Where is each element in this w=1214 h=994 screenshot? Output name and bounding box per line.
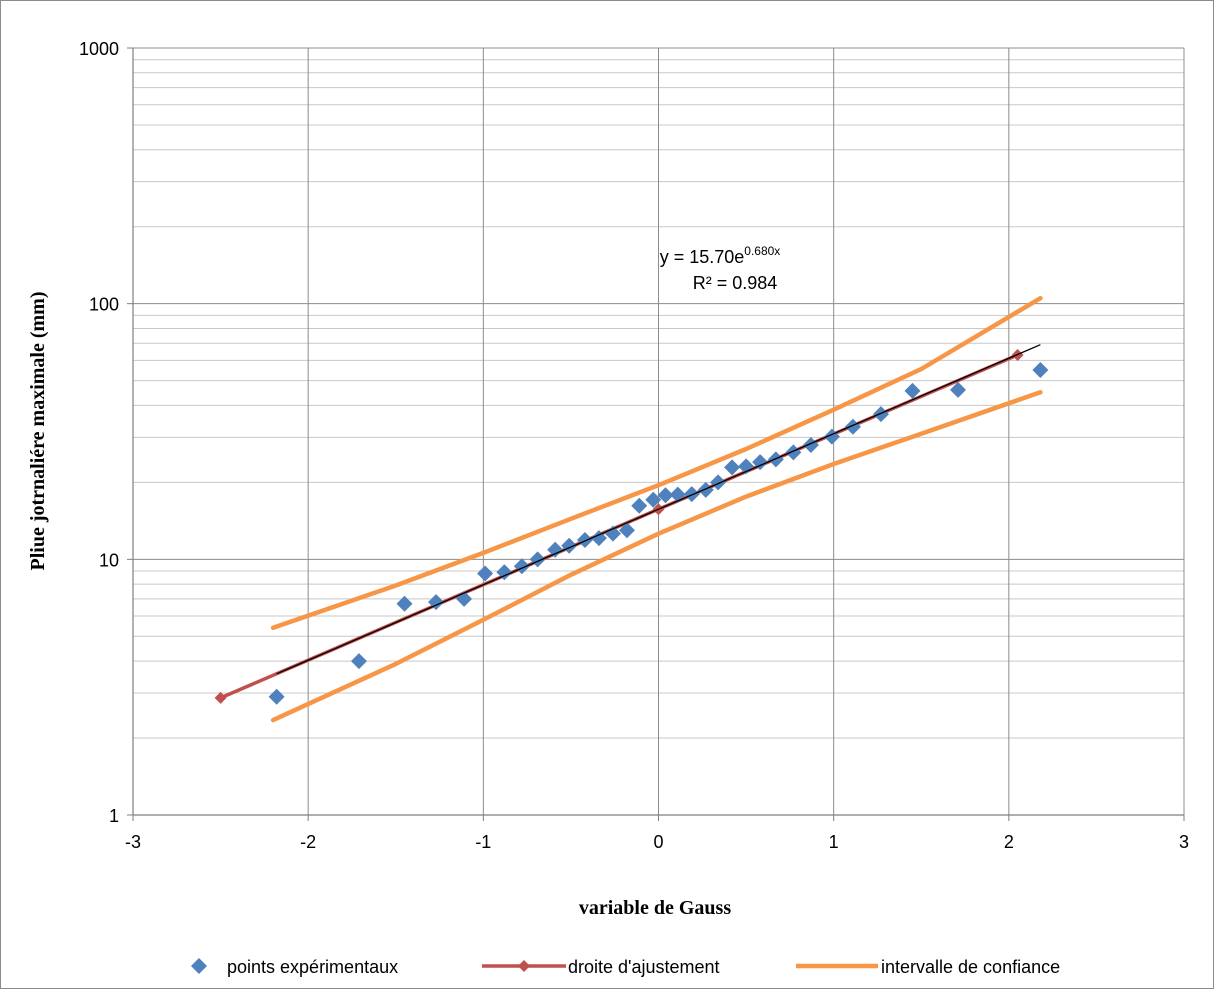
data-point [904,382,921,399]
x-tick-label: 2 [1004,832,1014,852]
data-point [844,418,861,435]
data-point [752,454,769,471]
x-tick-label: -2 [300,832,316,852]
x-tick-labels: -3 -2 -1 0 1 2 3 [125,832,1189,852]
x-tick-label: -1 [475,832,491,852]
legend: points expérimentaux droite d'ajustement i… [191,957,1060,977]
y-tick-labels: 1 10 100 1000 [79,39,119,826]
data-point [590,530,607,547]
data-point [1032,362,1049,379]
y-axis-label: Pliue jotrnaliére maximale (mm) [27,292,49,571]
data-point [576,532,593,549]
trendline [276,344,1041,675]
data-point [477,565,494,582]
y-tick-label: 1 [109,806,119,826]
confidence-interval-line [270,295,1043,631]
legend-marker-points [191,958,207,974]
x-tick-label: -3 [125,832,141,852]
x-tick-label: 1 [829,832,839,852]
data-point [724,459,741,476]
y-tick-label: 100 [89,295,119,315]
legend-label-fit: droite d'ajustement [568,957,720,977]
series-layer [214,295,1049,723]
data-point [657,487,674,504]
x-tick-label: 3 [1179,832,1189,852]
data-point [428,594,445,611]
data-point [683,486,700,503]
data-point [802,437,819,454]
data-point [547,541,564,558]
data-point [618,522,635,539]
data-point [785,444,802,461]
data-point [631,497,648,514]
axes [127,47,1185,821]
data-point [950,381,967,398]
trendline-layer [276,344,1041,675]
data-point [697,481,714,498]
trendline-equation-exponent: 0.680x [744,244,780,258]
trendline-equation-prefix: y = 15.70e [660,247,745,267]
confidence-interval-line [270,390,1043,723]
fit-line-marker [214,691,227,704]
trendline-equation: y = 15.70e0.680x [660,244,781,267]
x-tick-label: 0 [653,832,663,852]
data-point [710,474,727,491]
trendline-r-squared: R² = 0.984 [693,273,778,293]
data-point [396,595,413,612]
data-point [604,525,621,542]
data-point [645,491,662,508]
data-point [268,688,285,705]
y-tick-label: 1000 [79,39,119,59]
y-tick-label: 10 [99,550,119,570]
data-point [872,406,889,423]
legend-label-points: points expérimentaux [227,957,398,977]
legend-marker-fit [518,960,530,972]
legend-label-confidence: intervalle de confiance [881,957,1060,977]
x-axis-label: variable de Gauss [579,897,731,919]
data-point [350,653,367,670]
data-point [496,564,513,581]
